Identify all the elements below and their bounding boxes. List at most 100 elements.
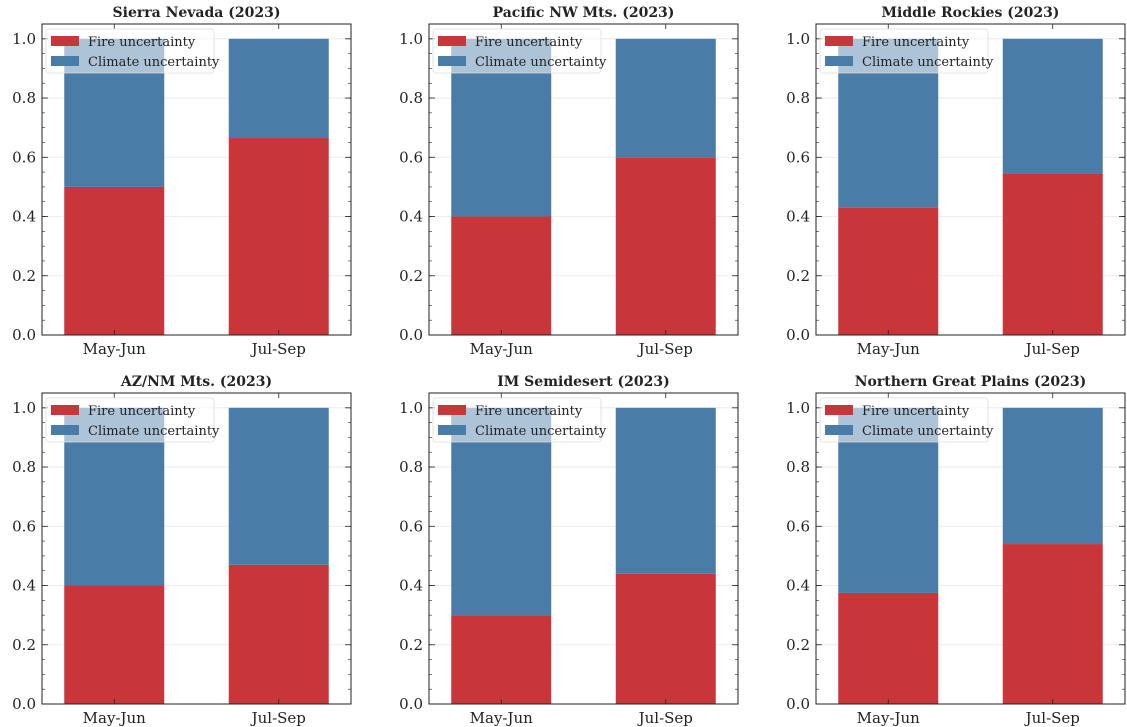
x-tick-label: May-Jun	[470, 340, 534, 358]
x-tick-label: Jul-Sep	[250, 709, 306, 727]
legend-label: Climate uncertainty	[475, 424, 607, 439]
y-tick-label: 0.4	[786, 577, 810, 595]
chart-title: Sierra Nevada (2023)	[113, 5, 281, 21]
legend-label: Fire uncertainty	[88, 404, 196, 419]
x-tick-label: May-Jun	[83, 709, 147, 727]
chart-panel-1: Sierra Nevada (2023) May-Jun Jul-Sep 0.0 0.2…	[12, 5, 352, 358]
legend: Fire uncertainty Climate uncertainty	[432, 397, 607, 443]
legend-label: Climate uncertainty	[862, 424, 994, 439]
y-tick-label: 1.0	[12, 30, 36, 48]
y-tick-label: 0.0	[786, 326, 810, 344]
y-tick-label: 0.2	[12, 636, 36, 654]
legend-swatch-climate	[51, 425, 79, 435]
legend-label: Fire uncertainty	[862, 35, 970, 50]
legend-label: Fire uncertainty	[475, 404, 583, 419]
chart-panel-4: AZ/NM Mts. (2023) May-Jun Jul-Sep 0.0 0.2 0.4…	[12, 374, 352, 727]
legend-swatch-fire	[438, 405, 466, 415]
chart-title: IM Semidesert (2023)	[497, 374, 669, 390]
legend-swatch-climate	[825, 56, 853, 66]
y-tick-label: 0.2	[399, 636, 423, 654]
bar-fire-may-jun	[838, 592, 939, 704]
bar-fire-may-jun	[451, 216, 552, 335]
chart-title: Pacific NW Mts. (2023)	[493, 5, 675, 21]
bar-fire-jul-sep	[615, 573, 716, 704]
y-tick-label: 0.8	[786, 458, 810, 476]
y-tick-label: 1.0	[399, 30, 423, 48]
y-tick-label: 0.6	[786, 517, 810, 535]
chart-panel-2: Pacific NW Mts. (2023) May-Jun Jul-Sep 0.0 0…	[399, 5, 739, 358]
y-tick-label: 0.0	[399, 326, 423, 344]
y-tick-label: 0.2	[12, 267, 36, 285]
x-tick-label: May-Jun	[857, 709, 921, 727]
y-tick-label: 0.4	[399, 577, 423, 595]
legend-label: Climate uncertainty	[475, 55, 607, 70]
x-tick-label: Jul-Sep	[250, 340, 306, 358]
legend-swatch-climate	[51, 56, 79, 66]
bar-fire-may-jun	[838, 207, 939, 335]
bar-fire-may-jun	[64, 186, 165, 335]
legend-box	[819, 28, 989, 74]
legend-box	[432, 397, 602, 443]
bar-fire-jul-sep	[228, 138, 329, 335]
bar-fire-jul-sep	[1002, 173, 1103, 335]
chart-title: Northern Great Plains (2023)	[855, 374, 1087, 390]
chart-title: AZ/NM Mts. (2023)	[120, 374, 272, 390]
chart-title: Middle Rockies (2023)	[882, 5, 1060, 21]
y-tick-label: 0.8	[399, 89, 423, 107]
y-tick-label: 0.4	[786, 208, 810, 226]
x-tick-label: May-Jun	[857, 340, 921, 358]
y-tick-label: 0.6	[786, 148, 810, 166]
x-tick-label: Jul-Sep	[1024, 709, 1080, 727]
y-tick-label: 0.8	[12, 89, 36, 107]
y-tick-label: 0.6	[399, 148, 423, 166]
x-tick-label: May-Jun	[83, 340, 147, 358]
y-tick-label: 0.0	[12, 695, 36, 713]
bar-climate-jul-sep	[228, 407, 329, 565]
y-tick-label: 1.0	[12, 399, 36, 417]
legend-swatch-fire	[438, 36, 466, 46]
bar-climate-jul-sep	[1002, 407, 1103, 545]
legend-swatch-fire	[825, 36, 853, 46]
y-tick-label: 0.8	[786, 89, 810, 107]
legend: Fire uncertainty Climate uncertainty	[45, 28, 220, 74]
y-tick-label: 0.0	[399, 695, 423, 713]
y-tick-label: 0.0	[12, 326, 36, 344]
legend-label: Climate uncertainty	[88, 424, 220, 439]
legend-box	[45, 28, 215, 74]
legend-box	[45, 397, 215, 443]
legend-swatch-fire	[51, 405, 79, 415]
legend: Fire uncertainty Climate uncertainty	[45, 397, 220, 443]
bar-climate-jul-sep	[615, 407, 716, 574]
y-tick-label: 0.6	[399, 517, 423, 535]
bar-climate-jul-sep	[228, 38, 329, 139]
axes-frame	[41, 23, 352, 336]
y-tick-label: 0.2	[786, 636, 810, 654]
y-tick-label: 1.0	[786, 399, 810, 417]
x-tick-label: Jul-Sep	[1024, 340, 1080, 358]
legend-label: Fire uncertainty	[88, 35, 196, 50]
y-tick-label: 0.6	[12, 148, 36, 166]
x-tick-label: May-Jun	[470, 709, 534, 727]
chart-panel-6: Northern Great Plains (2023) May-Jun Jul-S…	[786, 374, 1126, 727]
y-tick-label: 0.4	[12, 208, 36, 226]
y-tick-label: 0.8	[399, 458, 423, 476]
y-tick-label: 0.0	[786, 695, 810, 713]
legend-label: Fire uncertainty	[862, 404, 970, 419]
legend: Fire uncertainty Climate uncertainty	[819, 397, 994, 443]
axes-frame	[41, 392, 352, 705]
legend-box	[819, 397, 989, 443]
bar-climate-jul-sep	[615, 38, 716, 158]
bar-fire-jul-sep	[615, 157, 716, 335]
y-tick-label: 0.4	[12, 577, 36, 595]
bar-fire-jul-sep	[1002, 544, 1103, 704]
axes-frame	[428, 392, 739, 705]
legend: Fire uncertainty Climate uncertainty	[819, 28, 994, 74]
y-tick-label: 0.2	[786, 267, 810, 285]
legend-box	[432, 28, 602, 74]
bar-fire-may-jun	[451, 615, 552, 704]
chart-panel-3: Middle Rockies (2023) May-Jun Jul-Sep 0.0 0.…	[786, 5, 1126, 358]
chart-panel-5: IM Semidesert (2023) May-Jun Jul-Sep 0.0 0.2…	[399, 374, 739, 727]
legend-swatch-climate	[438, 56, 466, 66]
bar-climate-jul-sep	[1002, 38, 1103, 174]
